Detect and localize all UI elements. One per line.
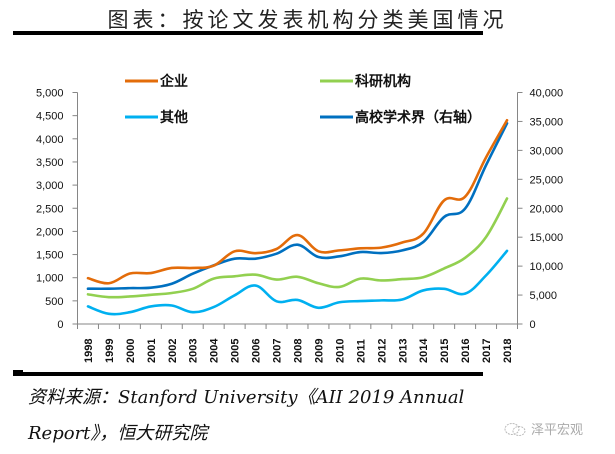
source-text-line1: 资料来源：Stanford University《AII 2019 Annual	[28, 387, 465, 408]
y-left-tick-label: 0	[57, 319, 63, 331]
y-right-tick-label: 20,000	[530, 203, 564, 215]
x-tick-label: 2018	[502, 339, 514, 363]
y-left-tick-label: 4,500	[36, 111, 64, 123]
y-left-tick-label: 500	[45, 296, 63, 308]
y-left-tick-label: 4,000	[36, 134, 64, 146]
series-line-0	[86, 118, 509, 285]
y-right-tick-label: 25,000	[530, 174, 564, 186]
y-right-tick-label: 30,000	[530, 145, 564, 157]
x-tick-label: 2005	[230, 339, 242, 363]
top-divider	[13, 31, 483, 35]
x-tick-label: 2015	[439, 339, 451, 363]
legend-label: 高校学术界（右轴）	[355, 109, 481, 126]
bottom-divider-tick	[13, 370, 23, 372]
y-right-tick-label: 15,000	[530, 232, 564, 244]
series-line-3	[86, 122, 509, 291]
x-tick-label: 2000	[125, 339, 137, 363]
legend-label: 其他	[160, 109, 188, 126]
x-tick-label: 2011	[355, 339, 367, 363]
y-right-tick-label: 10,000	[530, 261, 564, 273]
wechat-icon	[504, 422, 526, 436]
watermark-text: 泽平宏观	[531, 423, 584, 438]
x-tick-label: 2014	[418, 338, 430, 363]
x-tick-label: 2017	[481, 339, 493, 363]
y-left-tick-label: 2,500	[36, 203, 64, 215]
chart-title: 图表：按论文发表机构分类美国情况	[107, 8, 508, 32]
x-tick-label: 2016	[460, 339, 472, 363]
x-tick-label: 2002	[167, 339, 179, 363]
series-line-2	[86, 249, 509, 316]
y-left-tick-label: 1,000	[36, 273, 64, 285]
y-right-tick-label: 35,000	[530, 116, 564, 128]
series-line-1	[86, 197, 509, 299]
x-tick-label: 2009	[313, 339, 325, 363]
y-left-tick-label: 2,000	[36, 226, 64, 238]
x-tick-label: 2006	[251, 339, 263, 363]
legend-label: 企业	[159, 73, 188, 90]
x-tick-label: 2001	[146, 339, 158, 363]
y-right-tick-label: 40,000	[530, 88, 564, 100]
x-tick-label: 1998	[83, 339, 95, 363]
x-tick-label: 2012	[376, 339, 388, 363]
bottom-divider	[13, 372, 483, 376]
x-tick-label: 1999	[104, 339, 116, 363]
y-left-tick-label: 5,000	[36, 88, 64, 100]
x-tick-label: 2004	[209, 338, 221, 363]
x-tick-label: 2010	[334, 339, 346, 363]
y-left-tick-label: 3,000	[36, 180, 64, 192]
x-tick-label: 2008	[293, 339, 305, 363]
y-left-tick-label: 1,500	[36, 250, 64, 262]
source-text-line2: Report》，恒大研究院	[28, 423, 208, 444]
x-tick-label: 2007	[272, 339, 284, 363]
y-right-tick-label: 0	[530, 319, 536, 331]
x-tick-label: 2013	[397, 339, 409, 363]
y-left-tick-label: 3,500	[36, 157, 64, 169]
watermark: 泽平宏观	[503, 419, 583, 438]
legend-label: 科研机构	[355, 73, 411, 90]
y-right-tick-label: 5,000	[530, 290, 558, 302]
x-tick-label: 2003	[188, 339, 200, 363]
